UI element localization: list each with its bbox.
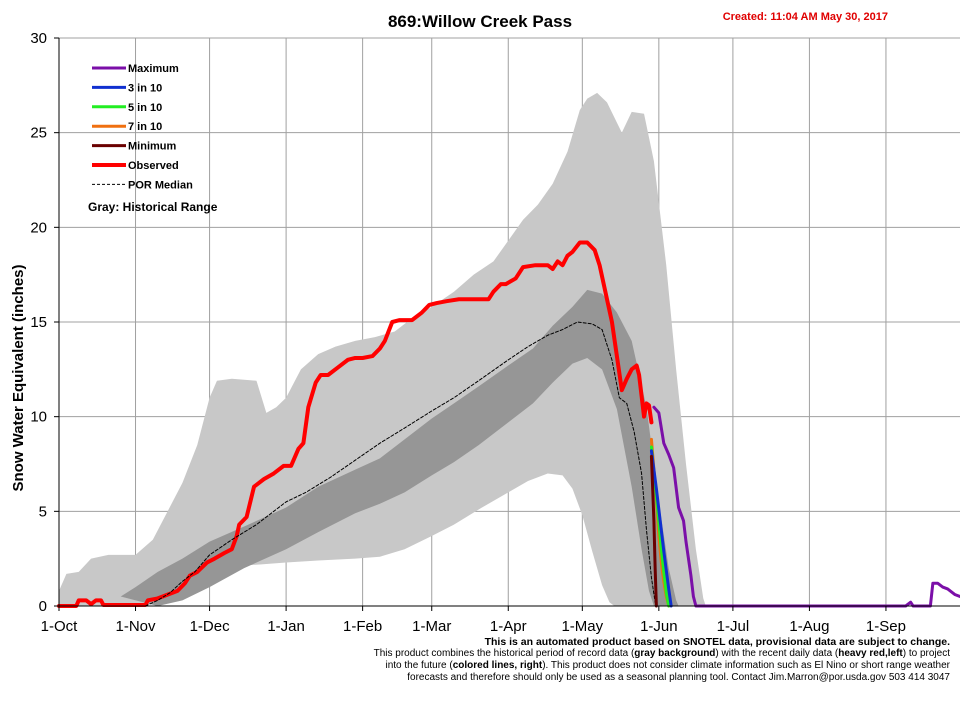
legend-label-median: POR Median	[128, 179, 193, 191]
plot-area	[57, 37, 960, 608]
historical-range-band	[59, 92, 960, 606]
legend-label-maximum: Maximum	[128, 63, 179, 75]
y-tick-label: 30	[30, 30, 47, 47]
y-tick-label: 0	[39, 598, 47, 615]
y-tick-label: 15	[30, 314, 47, 331]
series-median	[144, 321, 657, 607]
x-tick-label: 1-Mar	[412, 618, 451, 635]
x-tick-label: 1-Dec	[190, 618, 231, 635]
x-tick-label: 1-Sep	[866, 618, 906, 635]
y-tick-label: 20	[30, 219, 47, 236]
y-tick-label: 5	[39, 503, 47, 520]
x-tick-label: 1-Jul	[717, 618, 750, 635]
legend-label-p3in10: 3 in 10	[128, 82, 162, 94]
y-axis-label: Snow Water Equivalent (inches)	[10, 265, 27, 492]
chart-title: 869:Willow Creek Pass	[388, 12, 572, 31]
interquartile-range-band	[120, 289, 679, 606]
created-timestamp: Created: 11:04 AM May 30, 2017	[723, 11, 888, 23]
y-tick-label: 10	[30, 409, 47, 426]
legend-label-minimum: Minimum	[128, 141, 176, 153]
series-minimum	[649, 454, 658, 608]
legend-label-p7in10: 7 in 10	[128, 121, 162, 133]
legend-label-observed: Observed	[128, 160, 179, 172]
y-tick-label: 25	[30, 125, 47, 142]
x-tick-label: 1-Nov	[116, 618, 157, 635]
x-tick-label: 1-Aug	[789, 618, 829, 635]
x-tick-label: 1-Feb	[343, 618, 382, 635]
footer-line-4: forecasts and therefore should only be u…	[407, 672, 950, 683]
footer-line-3: into the future (colored lines, right). …	[385, 660, 950, 671]
footer-line-1: This is an automated product based on SN…	[484, 636, 950, 648]
footer-note: This is an automated product based on SN…	[250, 636, 950, 684]
series-observed	[57, 240, 654, 608]
x-tick-label: 1-Jun	[640, 618, 678, 635]
axes: 0 5 10 15 20 25 30 1-Oct 1-Nov 1-Dec 1-Jan 1-Feb 1-M…	[30, 30, 960, 635]
series-p3in10	[649, 449, 673, 608]
footer-line-2: This product combines the historical per…	[373, 648, 950, 659]
legend: Maximum 3 in 10 5 in 10 7 in 10 Minimum Obser…	[92, 63, 193, 191]
historical-range-note: Gray: Historical Range	[88, 200, 218, 214]
x-tick-label: 1-Jan	[267, 618, 305, 635]
x-tick-label: 1-Oct	[41, 618, 79, 635]
legend-label-p5in10: 5 in 10	[128, 102, 162, 114]
x-tick-label: 1-May	[561, 618, 603, 635]
x-tick-label: 1-Apr	[490, 618, 527, 635]
